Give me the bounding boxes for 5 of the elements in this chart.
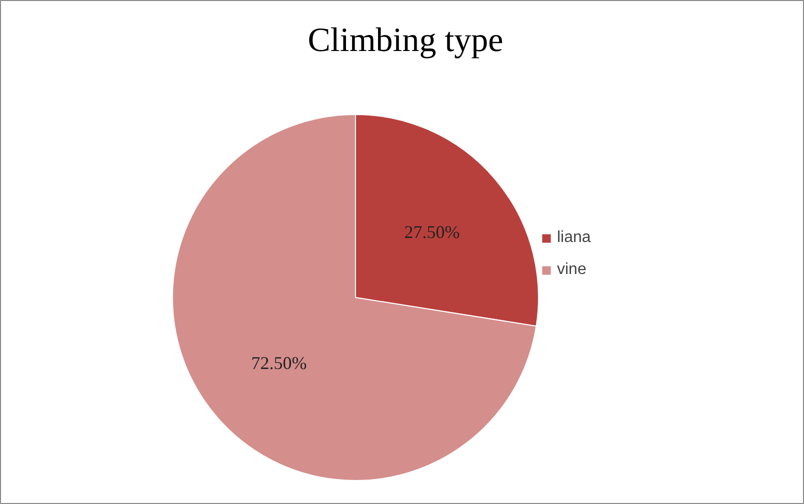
legend-label: liana: [557, 229, 591, 247]
data-label: 72.50%: [251, 352, 307, 373]
data-label: 27.50%: [404, 222, 460, 242]
chart-title: Climbing type: [308, 22, 504, 59]
legend-label: vine: [557, 261, 586, 279]
